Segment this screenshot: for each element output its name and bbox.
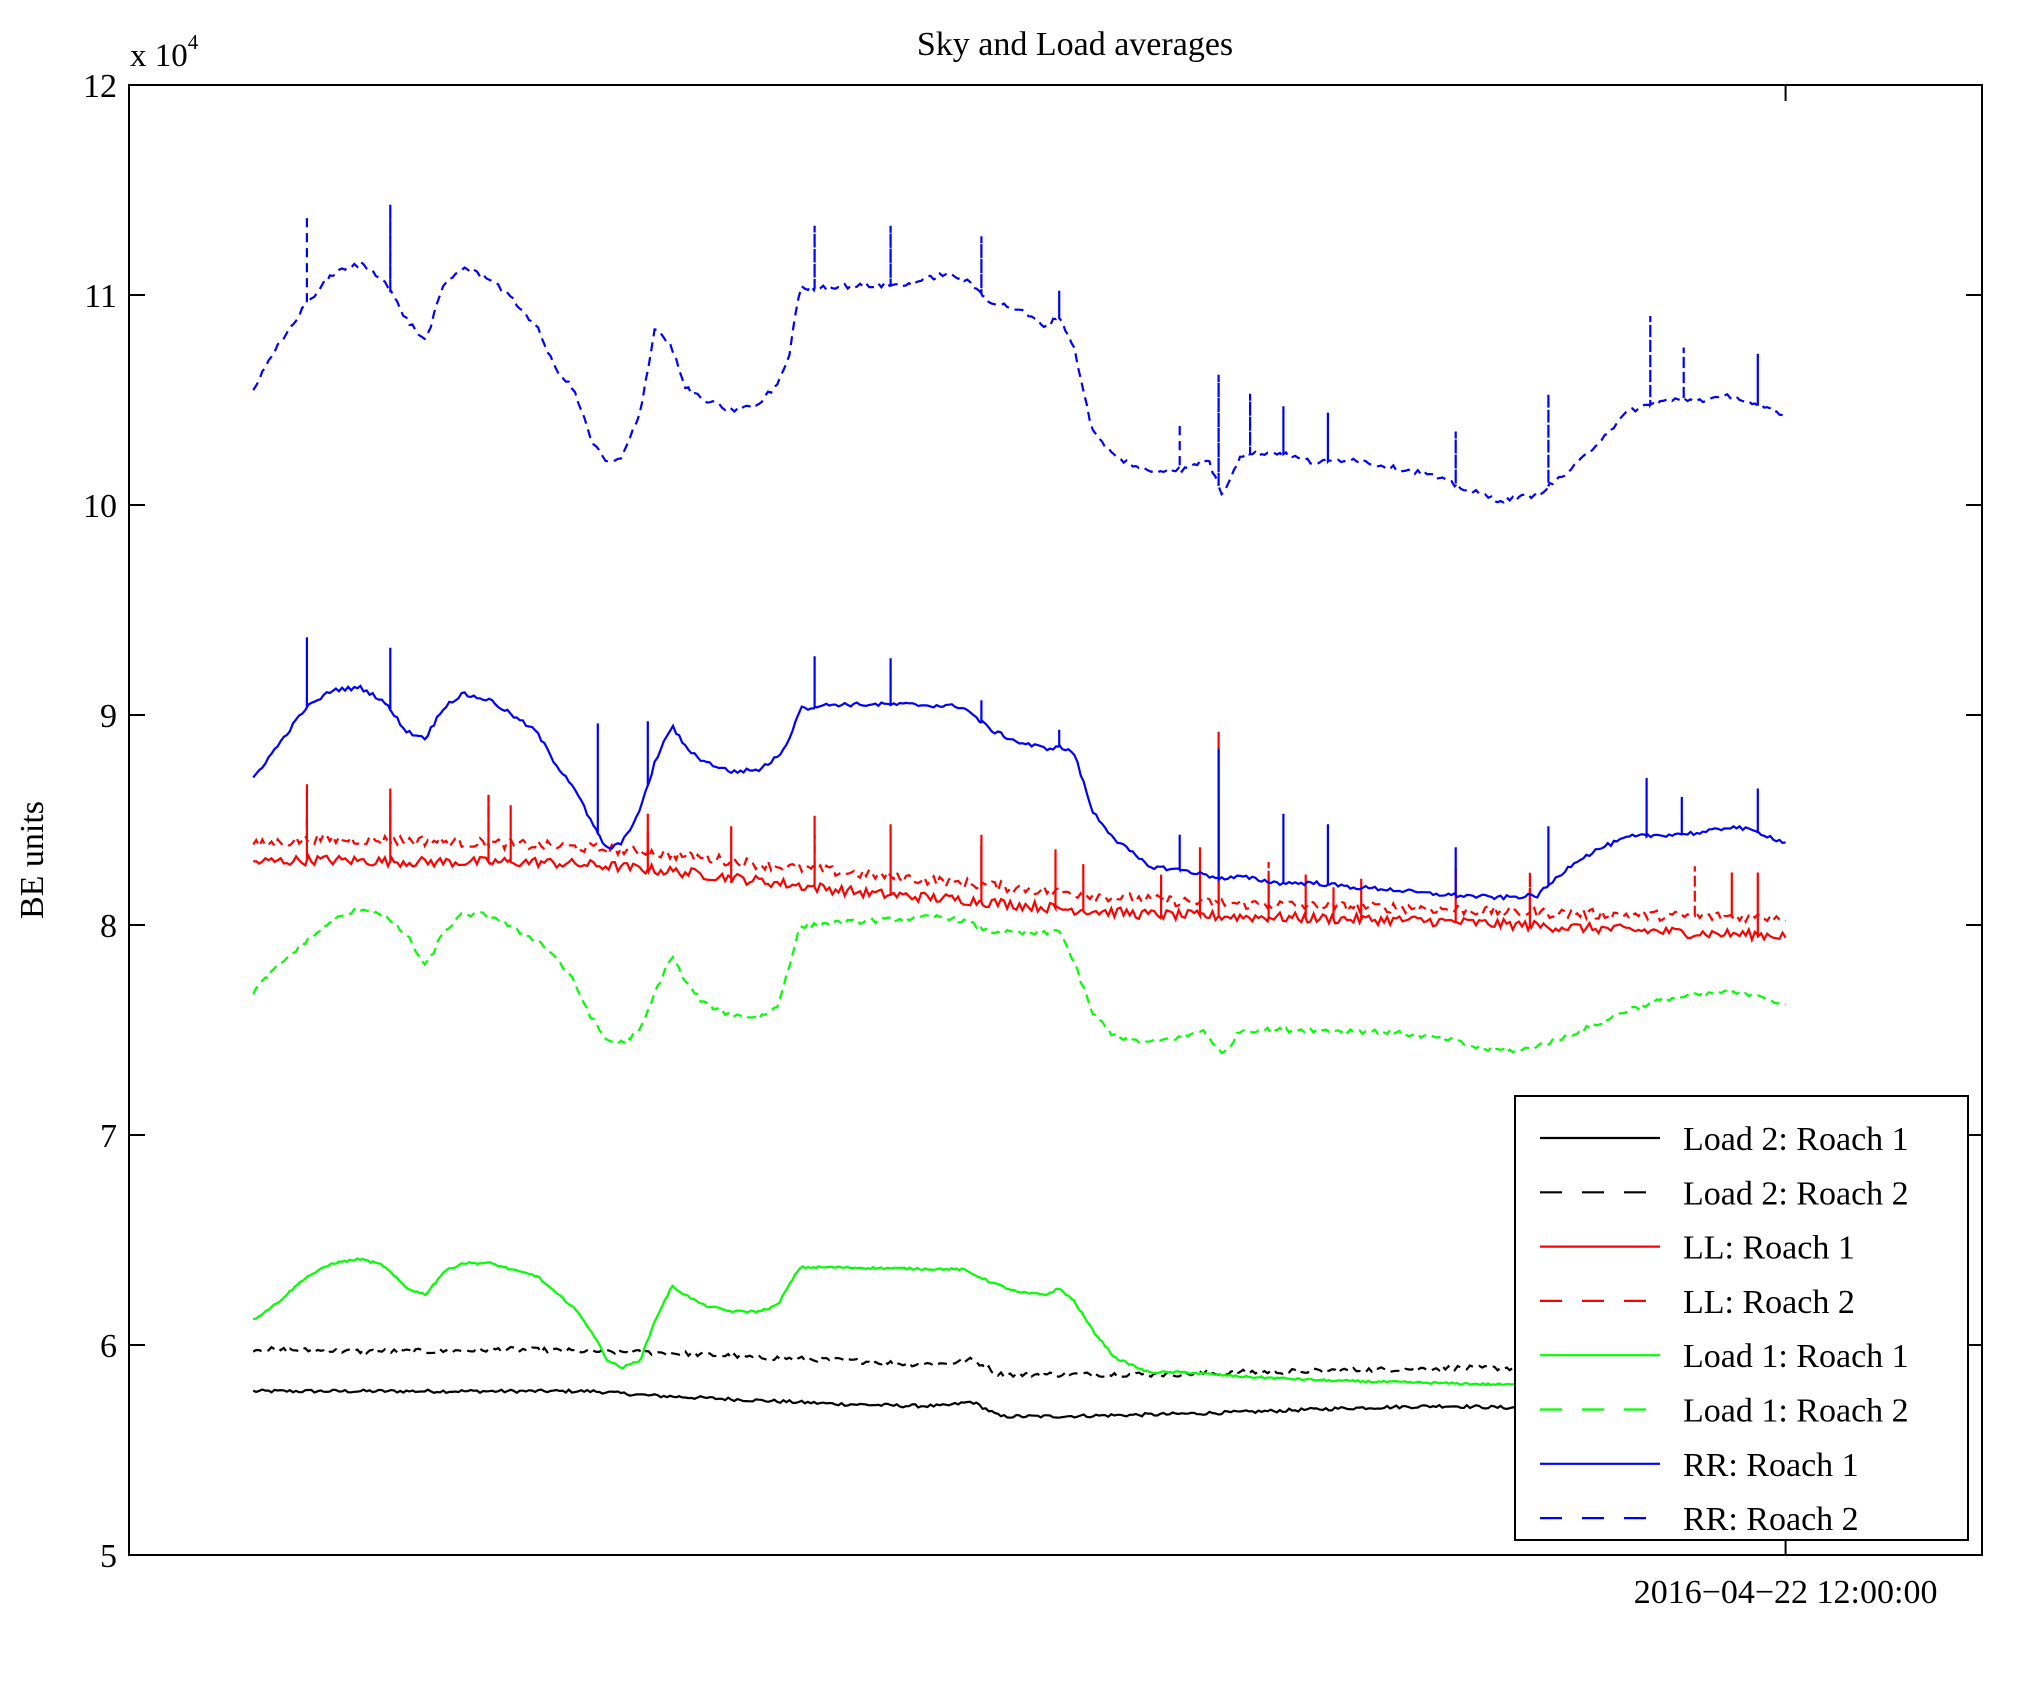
legend-label: LL: Roach 2 <box>1683 1284 1855 1321</box>
legend-label: Load 1: Roach 2 <box>1683 1393 1909 1430</box>
legend-label: Load 2: Roach 2 <box>1683 1175 1909 1212</box>
series-line-6 <box>252 906 1787 1055</box>
x-tick-label: 2016−04−22 12:00:00 <box>1634 1574 1938 1611</box>
series-line-7 <box>252 637 1786 901</box>
y-tick-label: 5 <box>100 1538 117 1575</box>
legend-label: Load 2: Roach 1 <box>1683 1121 1909 1158</box>
y-tick-label: 11 <box>84 278 117 315</box>
series-line-4 <box>252 794 1787 925</box>
series-line-5 <box>253 1257 1557 1387</box>
legend-label: RR: Roach 2 <box>1683 1501 1859 1538</box>
legend-items: Load 2: Roach 1 Load 2: Roach 2 LL: Roach … <box>1540 1121 1909 1538</box>
chart-title: Sky and Load averages <box>917 26 1233 63</box>
legend-label: RR: Roach 1 <box>1683 1447 1859 1484</box>
y-tick-label: 8 <box>100 908 117 945</box>
y-tick-label: 7 <box>100 1118 117 1155</box>
series-line-8 <box>252 204 1787 504</box>
legend-label: Load 1: Roach 1 <box>1683 1338 1909 1375</box>
y-tick-label: 9 <box>100 698 117 735</box>
y-axis-ticks: 5 6 7 8 9 10 11 12 <box>83 68 1982 1575</box>
legend-label: LL: Roach 1 <box>1683 1230 1855 1267</box>
legend-box <box>1514 1095 1969 1541</box>
y-tick-label: 6 <box>100 1328 117 1365</box>
y-axis-label: BE units <box>14 801 51 919</box>
y-tick-label: 10 <box>83 488 117 525</box>
y-axis-multiplier-exponent: 4 <box>188 30 199 54</box>
series-line-3 <box>253 731 1787 944</box>
x-axis-ticks: 2016−04−22 12:00:00 <box>1634 85 1938 1611</box>
legend: Load 2: Roach 1 Load 2: Roach 2 LL: Roach … <box>1514 1095 1969 1541</box>
plot-series <box>252 204 1787 1419</box>
y-tick-label: 12 <box>83 68 117 105</box>
y-axis-multiplier: x 104 <box>130 30 199 74</box>
y-axis-multiplier-base: x 10 <box>130 38 188 74</box>
axes-box <box>128 84 1983 1556</box>
